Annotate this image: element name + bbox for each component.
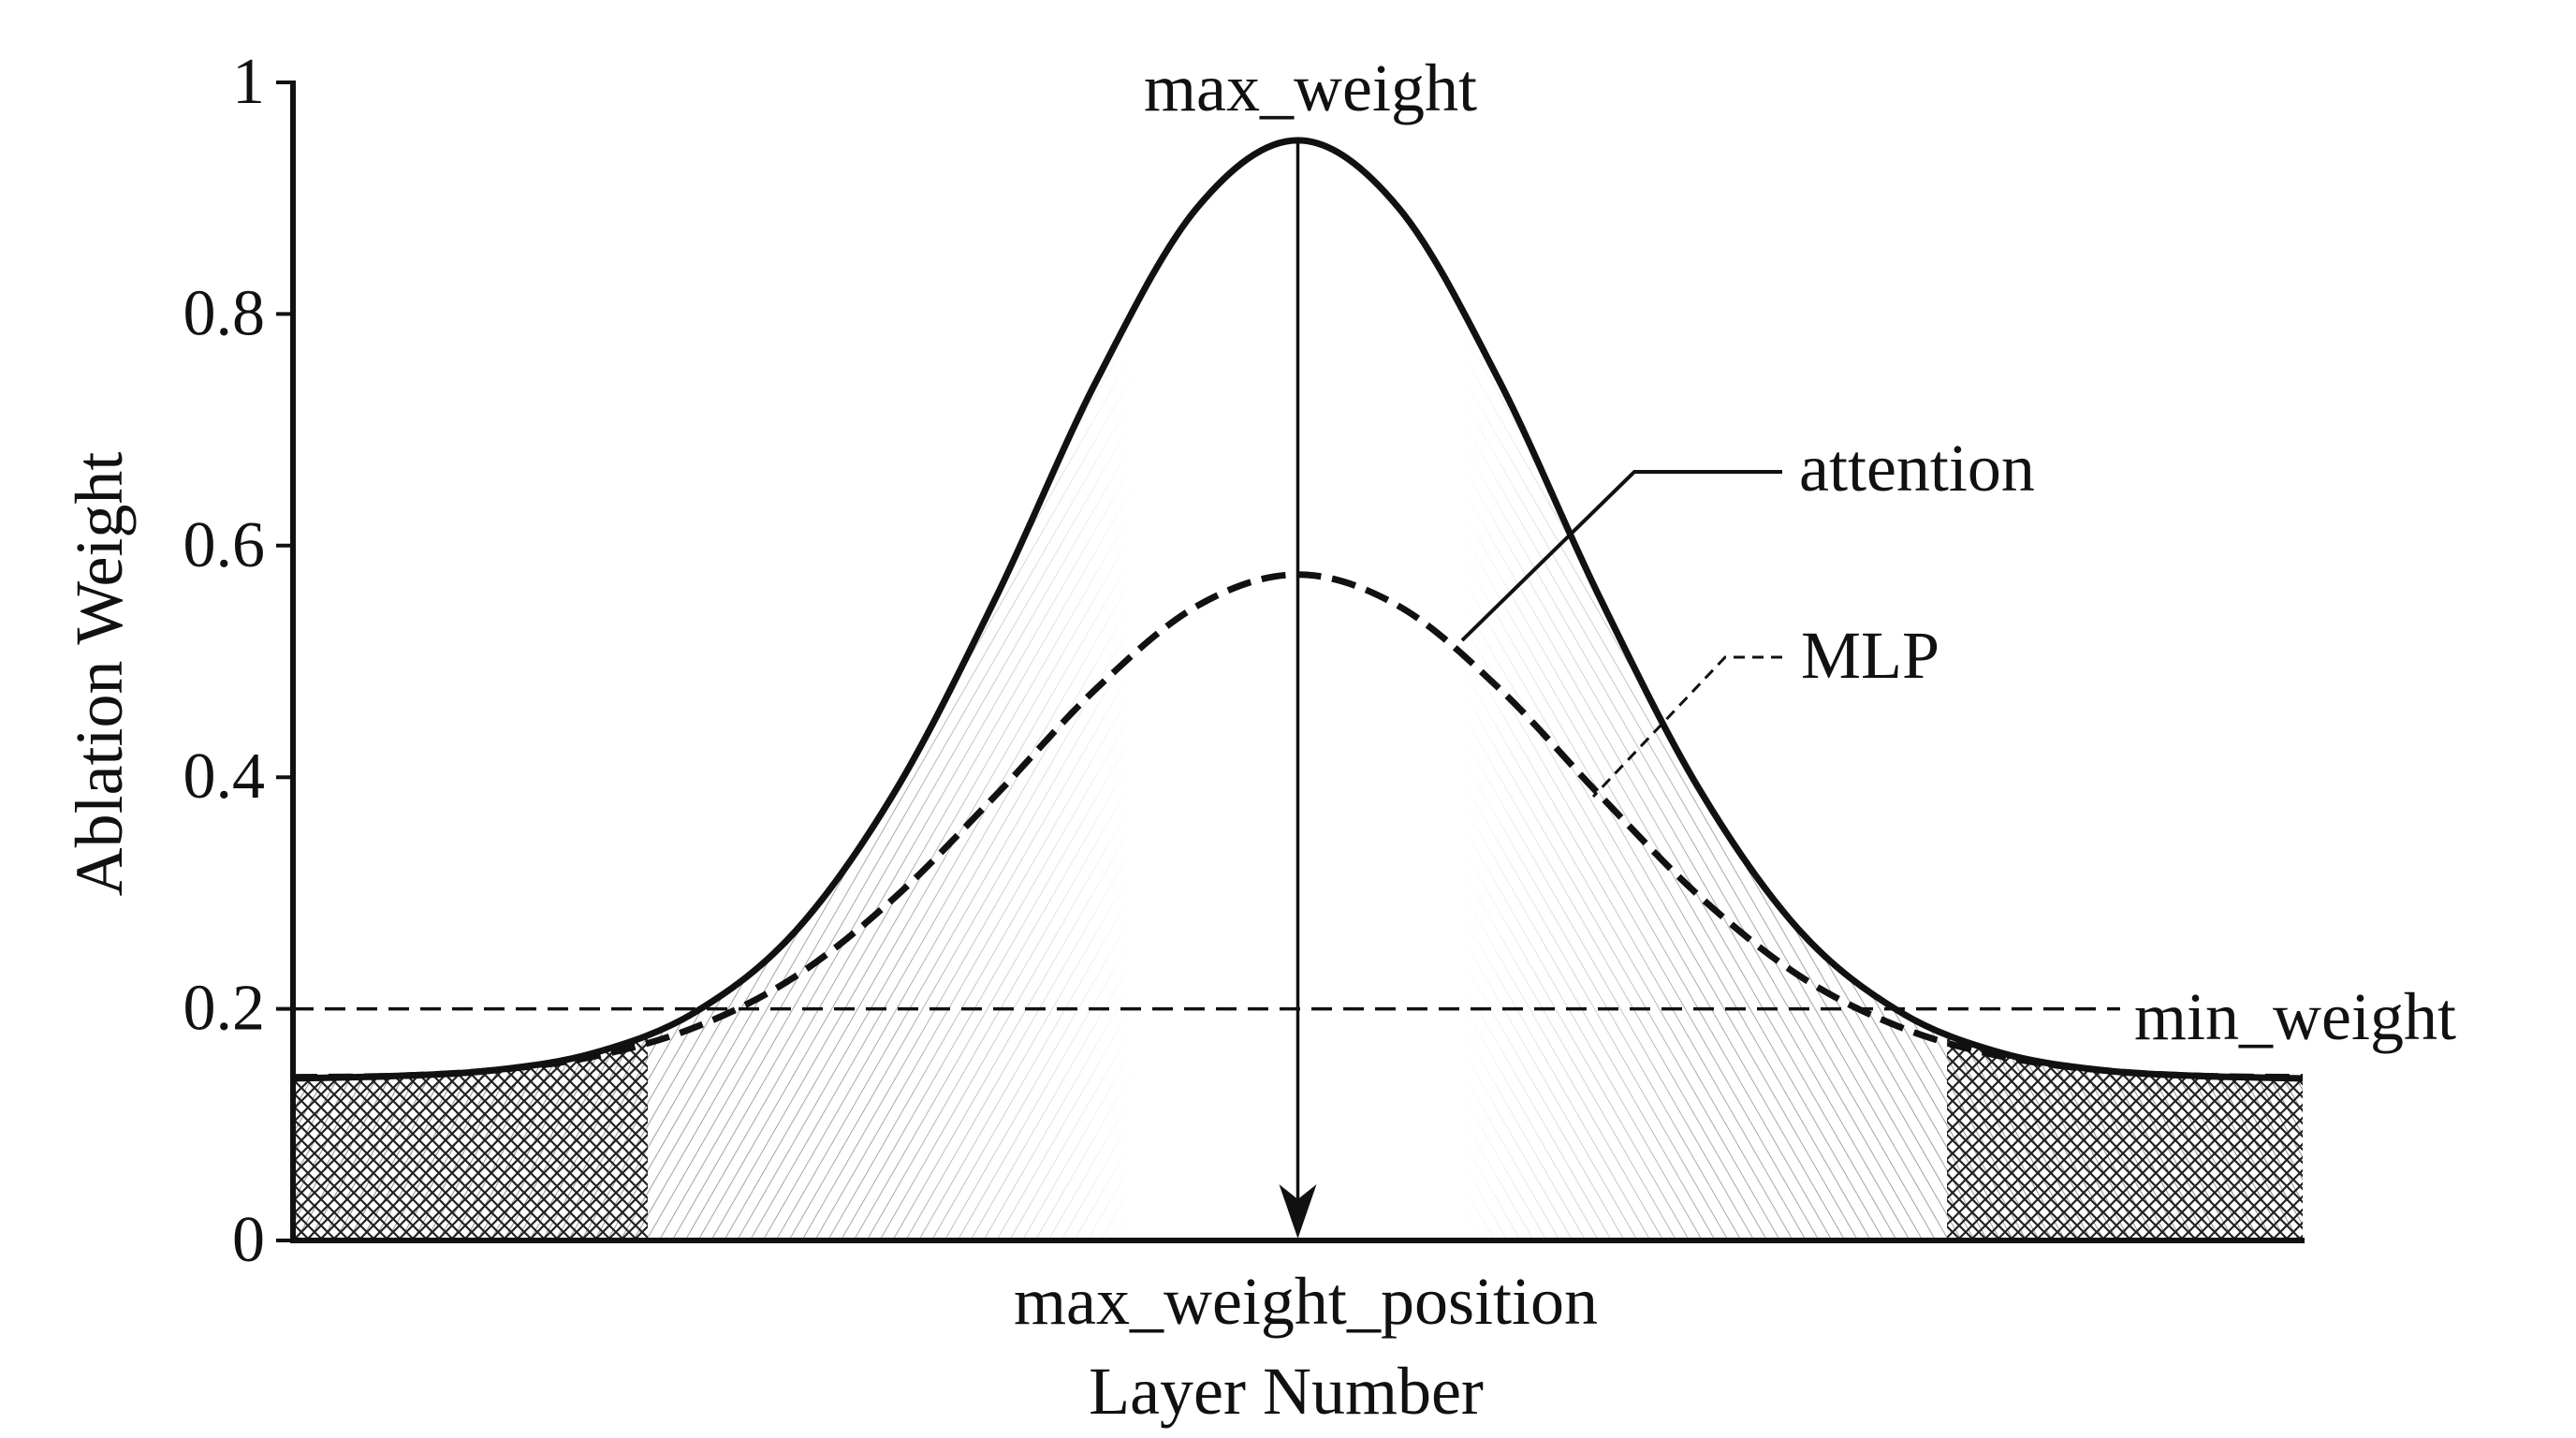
y-axis-label: Ablation Weight (62, 452, 137, 897)
y-tick-label: 0 (232, 1204, 265, 1276)
y-tick-label: 0.8 (183, 277, 266, 349)
x-axis-label: Layer Number (1089, 1354, 1484, 1429)
max-weight-position-label: max_weight_position (1014, 1264, 1598, 1339)
legend-label-attention: attention (1799, 431, 2035, 506)
attention-leader-line (1460, 470, 1782, 642)
min-weight-label: min_weight (2134, 979, 2456, 1054)
arrow-down-icon (1279, 1184, 1317, 1239)
y-tick-label: 1 (232, 46, 265, 118)
legend-label-mlp: MLP (1801, 618, 1939, 693)
y-tick-label: 0.2 (183, 973, 266, 1045)
max-weight-label: max_weight (1144, 51, 1477, 125)
attention-area-hatching (293, 139, 2303, 1241)
left-crosshatch-band (293, 1030, 648, 1241)
y-tick-label: 0.4 (183, 741, 266, 813)
y-tick-label: 0.6 (183, 509, 266, 581)
right-crosshatch-band (1947, 1030, 2303, 1241)
mlp-leader-line (1591, 655, 1782, 799)
